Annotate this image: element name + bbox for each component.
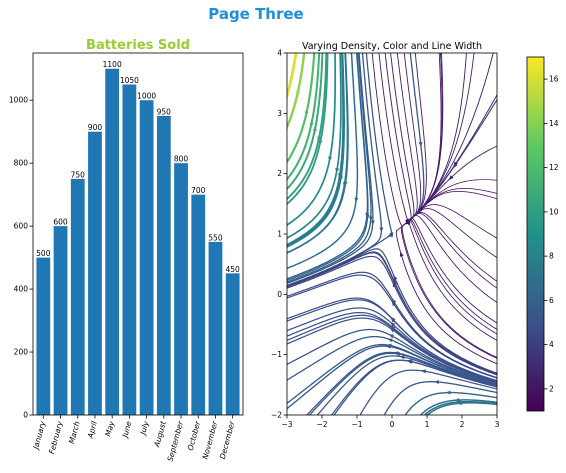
stream-chart: Varying Density, Color and Line Width −2…: [271, 41, 500, 429]
bar-data-label: 550: [208, 233, 223, 242]
bar-data-label: 1050: [120, 76, 139, 85]
stream-y-tick-label: −1: [271, 350, 282, 359]
streamline-arrow: [391, 300, 397, 307]
streamline-arrow: [453, 161, 459, 167]
bar-x-tick-label: September: [166, 419, 186, 462]
stream-x-tick-label: 0: [390, 420, 395, 429]
streamline-arrow: [390, 316, 396, 322]
stream-y-tick-label: 1: [277, 230, 282, 239]
bar: [191, 194, 206, 415]
bar-x-tick-label: April: [86, 419, 100, 440]
bar-x-tick-label: December: [218, 419, 237, 460]
stream-x-tick-label: −3: [281, 420, 292, 429]
streamline-arrow: [388, 334, 395, 339]
bar-data-label: 1000: [137, 92, 156, 101]
bar: [122, 84, 137, 415]
bar: [208, 241, 223, 415]
stream-x-tick-label: 2: [460, 420, 465, 429]
bar-x-tick-label: November: [201, 419, 220, 460]
colorbar-tick-label: 14: [549, 119, 559, 128]
streamline-arrow: [390, 325, 396, 331]
bar-data-label: 900: [88, 123, 103, 132]
bar-data-label: 1100: [103, 60, 122, 69]
figure-suptitle: Page Three: [208, 5, 304, 23]
bar-y-tick-label: 600: [14, 222, 29, 231]
bar: [105, 68, 120, 415]
bar: [36, 257, 51, 415]
bar-y-tick-label: 200: [14, 348, 29, 357]
streamline-arrow: [399, 251, 404, 257]
streamline-arrow: [393, 275, 398, 281]
bar-x-tick-label: January: [31, 420, 48, 452]
bar: [53, 226, 68, 415]
bar-y-tick-label: 1000: [9, 96, 28, 105]
streamline: [287, 53, 374, 285]
colorbar-ticks: 2 4 6 8 10 12 14 16: [544, 75, 559, 393]
stream-y-tick-label: 3: [277, 109, 282, 118]
bar: [156, 115, 171, 416]
bar: [225, 273, 240, 415]
colorbar-tick-label: 10: [549, 207, 559, 216]
stream-chart-frame: [286, 52, 498, 416]
bar-chart-axes: [33, 53, 243, 415]
bar-y-tick-label: 0: [23, 411, 28, 420]
colorbar-tick-label: 12: [549, 163, 559, 172]
colorbar-tick-label: 16: [549, 75, 559, 84]
colorbar-tick-label: 2: [549, 384, 554, 393]
colorbar: 2 4 6 8 10 12 14 16: [526, 56, 559, 412]
stream-y-tick-label: −2: [271, 411, 282, 420]
colorbar-tick-label: 4: [549, 340, 554, 349]
bar-data-label: 700: [191, 186, 206, 195]
stream-y-tick-label: 4: [277, 49, 282, 58]
stream-chart-streamlines: [287, 53, 497, 415]
stream-x-tick-label: −1: [351, 420, 362, 429]
bar-x-tick-label: October: [186, 419, 203, 451]
stream-chart-x-axis: −3 −2 −1 0 1 2 3: [281, 415, 500, 429]
streamline-arrow: [417, 208, 423, 214]
colorbar-gradient: [526, 56, 545, 412]
bar-x-tick-label: June: [120, 420, 134, 440]
stream-x-tick-label: 3: [495, 420, 500, 429]
stream-chart-title: Varying Density, Color and Line Width: [302, 41, 482, 52]
streamline-arrow: [390, 321, 396, 327]
bar-chart-frame: [32, 52, 244, 416]
bar: [174, 163, 188, 415]
stream-y-tick-label: 0: [277, 290, 282, 299]
bar-data-label: 600: [53, 218, 68, 227]
bar: [70, 178, 85, 415]
bar-chart-y-axis: 0 200 400 600 800 1000: [9, 96, 33, 420]
stream-y-tick-label: 2: [277, 169, 282, 178]
bar-y-tick-label: 400: [14, 285, 29, 294]
bar-x-tick-label: May: [103, 420, 116, 438]
colorbar-tick-label: 8: [549, 252, 554, 261]
bar-y-tick-label: 800: [14, 159, 29, 168]
stream-x-tick-label: −2: [316, 420, 327, 429]
bar-data-label: 800: [174, 155, 189, 164]
colorbar-tick-label: 6: [549, 296, 554, 305]
bar-chart-bars: [36, 68, 240, 416]
bar-chart-x-axis: January February March April May June July Augu…: [31, 415, 237, 463]
bar-chart-title: Batteries Sold: [86, 38, 190, 53]
stream-chart-y-axis: −2 −1 0 1 2 3 4: [271, 49, 287, 420]
stream-x-tick-label: 1: [425, 420, 430, 429]
bar-x-tick-label: February: [47, 420, 65, 455]
bar-data-label: 500: [36, 249, 51, 258]
bar-data-label: 950: [157, 107, 172, 116]
streamline-arrow: [448, 175, 454, 181]
bar-chart: Batteries Sold 0 200 400 600 800 1000 January…: [9, 38, 244, 463]
bar-x-tick-label: August: [152, 419, 168, 449]
streamline-arrow: [389, 327, 396, 333]
bar: [88, 131, 102, 415]
bar-x-tick-label: March: [67, 420, 82, 445]
streamline-arrow: [393, 280, 398, 286]
bar-data-label: 450: [226, 265, 241, 274]
bar-data-label: 750: [71, 170, 86, 179]
bar-x-tick-label: July: [138, 420, 151, 438]
bar: [139, 100, 154, 415]
